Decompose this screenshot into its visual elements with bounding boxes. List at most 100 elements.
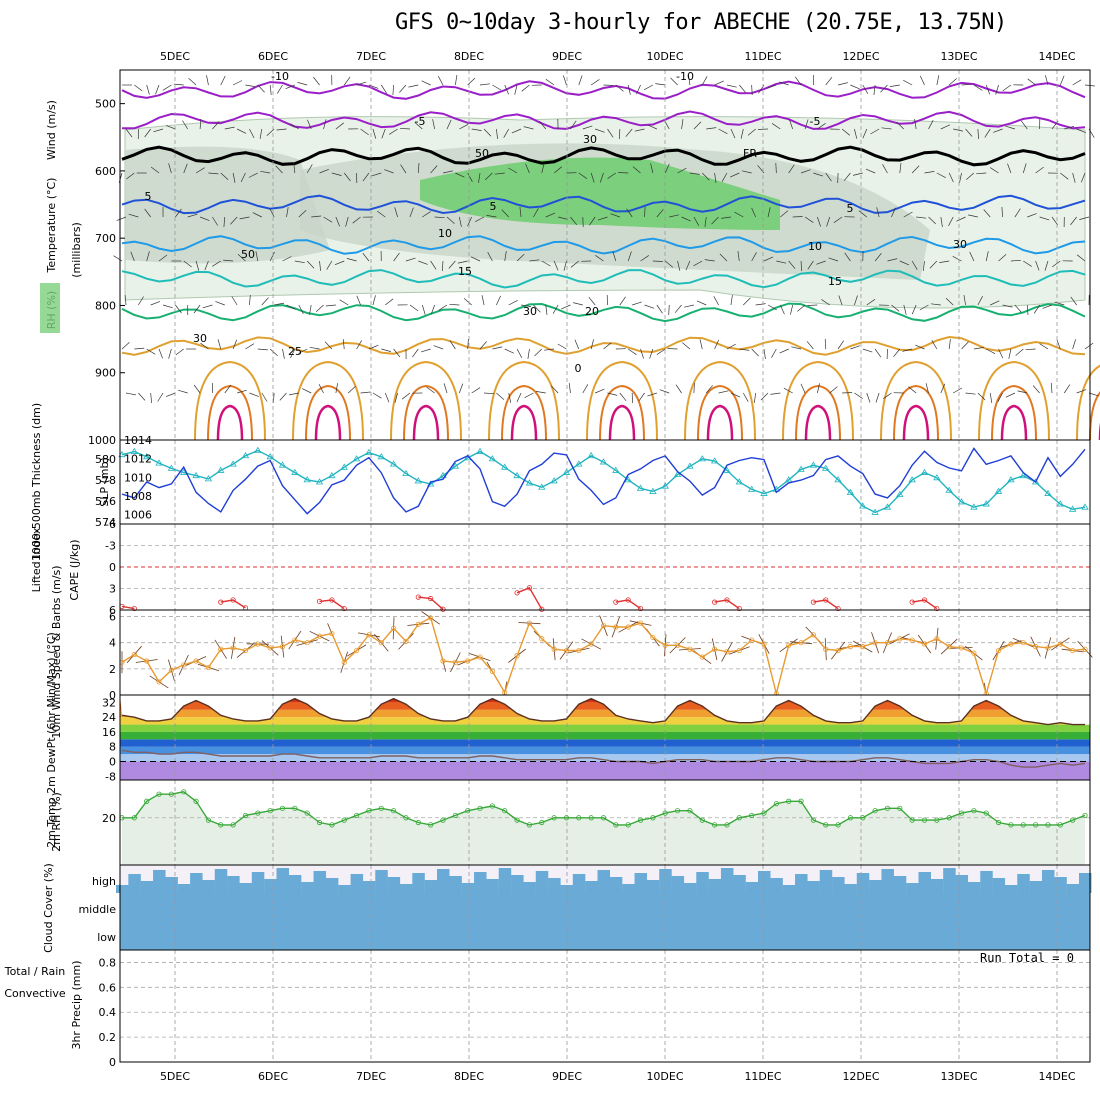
temp-band — [120, 724, 1090, 732]
thickness-line-point — [439, 471, 447, 479]
cloud-high-bar — [930, 879, 944, 893]
wind-barb — [929, 260, 938, 269]
wind-barb — [269, 348, 278, 356]
wind-barb — [168, 348, 172, 359]
wind-barb — [237, 389, 247, 394]
rh2m-line-point — [810, 817, 816, 823]
wind-barb — [343, 172, 351, 182]
thickness-line-point — [747, 485, 756, 492]
wind-barb — [261, 392, 268, 402]
wind-speed-line-point — [872, 640, 878, 646]
wind-speed-line-point — [304, 640, 310, 646]
wind-speed-line-point — [1008, 641, 1014, 647]
wind-barb — [588, 296, 596, 306]
wind-barb — [704, 216, 707, 227]
wind-speed-line-point — [551, 646, 557, 652]
wind-speed-line-point — [378, 640, 384, 646]
wind-barb — [1005, 125, 1016, 130]
wind-barb — [887, 258, 898, 262]
wind-barb — [146, 251, 150, 262]
cloud-high-bar — [1004, 885, 1018, 893]
lifted-index-line-point — [218, 599, 224, 605]
isotherm-line — [1076, 364, 1100, 441]
wind-barb — [1042, 304, 1053, 309]
thickness-line-point — [315, 478, 324, 485]
isotherm-line — [412, 404, 440, 441]
wind-barb — [882, 164, 888, 174]
wind-barb — [998, 348, 1004, 359]
wind-barb — [232, 339, 238, 350]
wind-barb — [1022, 163, 1027, 174]
wind-barb — [643, 84, 654, 91]
wind-barb — [521, 304, 532, 307]
wind-barb — [519, 207, 522, 218]
wind-barb — [372, 295, 376, 306]
cloud-high-bar — [646, 880, 660, 893]
wind-barb — [828, 257, 839, 262]
wind-barb — [636, 84, 641, 95]
thickness-line-point — [636, 484, 645, 491]
wind-barb — [529, 259, 540, 262]
lifted-index-line-point — [440, 606, 446, 612]
wind-barb — [825, 172, 832, 182]
wind-barb — [682, 342, 691, 350]
wind-barb — [297, 82, 308, 86]
isotherm-line — [121, 335, 1086, 356]
temp-tick: 0 — [109, 756, 116, 769]
wind-barb — [430, 260, 437, 270]
wind-barb — [875, 392, 880, 403]
cloud-high-bar — [301, 882, 314, 893]
wind-barb — [876, 207, 880, 218]
wind-barb — [193, 384, 201, 394]
wind-barb — [331, 172, 342, 176]
wind-barb — [858, 210, 867, 218]
wind-barb — [323, 216, 333, 223]
wind-barb — [261, 297, 269, 306]
thickness-line-point — [784, 476, 793, 483]
wind-barb — [854, 128, 858, 139]
lifted-index-line-point — [415, 594, 421, 600]
thickness-line-point — [612, 466, 620, 473]
contour-label: 50 — [241, 248, 255, 261]
wind-barb — [783, 387, 793, 394]
wind-barb — [459, 383, 464, 394]
thickness-line-point — [1007, 476, 1015, 483]
wind-barb — [260, 170, 271, 174]
wind-barb — [850, 345, 861, 350]
isotherm-line — [121, 145, 1086, 167]
wind-barb — [607, 392, 618, 396]
cloud-high-bar — [214, 869, 228, 893]
rh2m-line-point — [144, 798, 150, 804]
wind-barb — [936, 75, 940, 86]
wind-barb — [1010, 259, 1021, 262]
wind-barb — [619, 296, 626, 306]
wind-barb — [966, 172, 975, 180]
wind-barb — [804, 216, 814, 223]
wind-barb — [1001, 206, 1003, 218]
wind-barb — [829, 386, 838, 394]
rh2m-line-point — [600, 815, 607, 821]
wind-speed-line-point — [292, 637, 298, 643]
wind-barb — [1007, 163, 1012, 174]
rh2m-line-point — [391, 808, 397, 814]
wind-barb — [433, 345, 444, 350]
wind-barb — [706, 127, 717, 130]
temp-band — [120, 746, 1090, 755]
wind-barb — [607, 172, 617, 179]
wind-barb — [158, 254, 168, 262]
wind-barb — [237, 254, 246, 262]
wind-barb — [1008, 348, 1012, 359]
slp-line — [121, 447, 1086, 515]
cloud-high-bar — [745, 882, 759, 893]
temp-band — [120, 754, 1090, 762]
date-label-top: 10DEC — [646, 50, 683, 63]
wind-barb — [165, 125, 176, 130]
rh2m-line-point — [946, 815, 952, 821]
lifted-index-line-point — [230, 597, 236, 603]
wind-barb — [257, 84, 265, 93]
wind-barb — [561, 304, 571, 310]
rh2m-line-point — [613, 822, 619, 828]
wind-barb — [911, 260, 918, 270]
wind-tick: 0 — [109, 689, 116, 702]
wind-barb — [681, 216, 691, 222]
